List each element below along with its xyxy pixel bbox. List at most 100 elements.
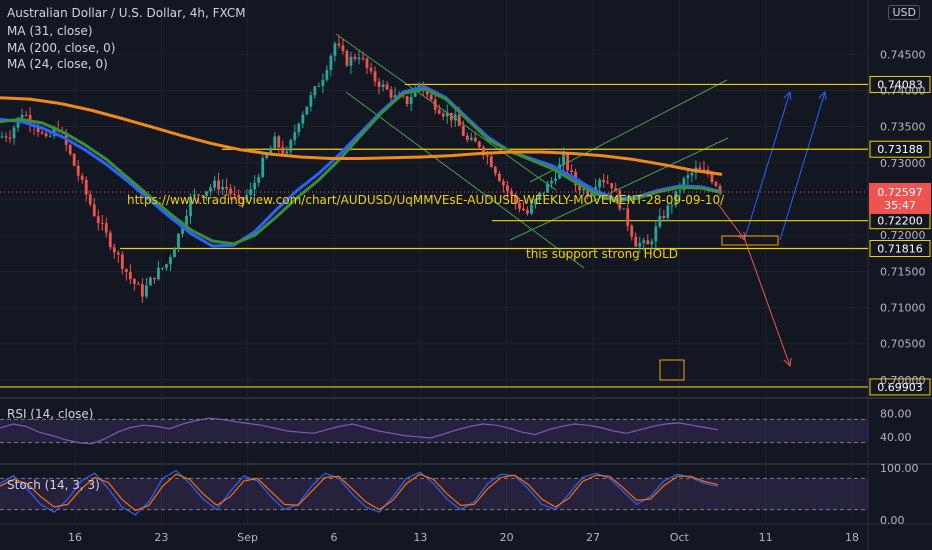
candle-body (401, 95, 405, 97)
candle-body (189, 196, 192, 217)
candle-body (136, 283, 140, 285)
ma-200-label[interactable]: MA (200, close, 0) (7, 41, 116, 55)
candle-body (36, 126, 40, 133)
osc-band-fill (0, 419, 868, 443)
candle-body (285, 151, 289, 154)
candle-body (289, 140, 293, 152)
time-axis[interactable]: 16 23 Sep 6 13 20 27 Oct 11 18 (68, 531, 859, 544)
candle-body (165, 264, 168, 268)
candle-body (477, 141, 481, 148)
stoch-pane[interactable]: 100.00 0.00 (0, 462, 919, 527)
osc-tick-label: 0.00 (880, 514, 905, 527)
channel-line-upper[interactable] (335, 33, 557, 191)
level-label-box (869, 378, 931, 396)
osc-line (0, 473, 719, 512)
level-label: 0.71816 (877, 242, 923, 255)
candle-body (714, 182, 718, 186)
candle-body (441, 113, 445, 117)
candle-body (433, 99, 437, 110)
candle-body (181, 227, 184, 234)
candle-body (654, 226, 658, 242)
candle-body (674, 190, 678, 206)
drawing-tools[interactable] (335, 33, 827, 381)
grid-lines (0, 0, 868, 524)
horizontal-levels[interactable]: 0.74083 0.73188 0.72200 0.71816 0.69903 (0, 75, 931, 396)
candle-body (678, 190, 682, 192)
candle-body (610, 183, 614, 189)
candle-body (445, 112, 449, 117)
candle-body (449, 112, 453, 121)
candle-body (120, 254, 124, 270)
candle-body (265, 153, 269, 158)
currency-badge[interactable]: USD (888, 5, 920, 20)
candle-body (40, 132, 44, 134)
candle-body (76, 165, 80, 176)
candle-body (261, 157, 265, 178)
rsi-pane[interactable]: 80.00 40.00 (0, 408, 912, 445)
candle-body (321, 79, 325, 87)
channel-up-upper[interactable] (529, 79, 728, 183)
candle-body (48, 135, 52, 137)
osc-tick-label: 100.00 (880, 462, 919, 475)
candle-body (481, 147, 485, 156)
osc-line (0, 469, 719, 516)
candle-body (88, 194, 92, 205)
candle-body (686, 175, 690, 179)
candle-body (469, 137, 473, 140)
candle-body (177, 233, 180, 249)
chart-title: Australian Dollar / U.S. Dollar, 4h, FXC… (7, 6, 246, 20)
target-box-low[interactable] (659, 359, 685, 381)
y-tick-label: 0.71000 (880, 302, 926, 315)
candle-body (20, 114, 24, 118)
candle-body (149, 277, 152, 286)
candle-body (329, 55, 333, 70)
candle-body (670, 205, 674, 207)
projection-arrow-dip[interactable] (717, 203, 746, 241)
moving-averages (0, 85, 723, 248)
candle-body (157, 268, 160, 280)
rsi-label[interactable]: RSI (14, close) (7, 407, 94, 421)
channel-line-lower[interactable] (345, 91, 585, 269)
candle-body (293, 132, 297, 141)
x-tick-label: 11 (759, 531, 773, 544)
candle-body (44, 133, 48, 137)
candle-body (185, 216, 188, 228)
projection-arrow-up-1[interactable] (744, 91, 791, 239)
candle-body (457, 114, 461, 126)
support-annotation[interactable]: this support strong HOLD (526, 247, 678, 261)
target-box-support[interactable] (721, 235, 779, 246)
ma-31-label[interactable]: MA (31, close) (7, 24, 93, 38)
url-annotation[interactable]: https://www.tradingview.com/chart/AUDUSD… (127, 193, 725, 207)
x-tick-label: 13 (413, 531, 427, 544)
candle-body (634, 236, 638, 247)
projection-arrow-up-2[interactable] (779, 91, 826, 241)
candle-body (626, 208, 630, 226)
candle-body (245, 194, 249, 200)
candle-body (128, 271, 132, 280)
candle-body (301, 114, 305, 124)
candle-body (710, 173, 714, 183)
candle-body (718, 185, 722, 192)
candle-body (253, 182, 257, 190)
candle-body (389, 89, 393, 98)
candle-body (425, 91, 429, 95)
candle-body (373, 71, 377, 82)
candle-body (361, 57, 365, 59)
candle-body (201, 195, 204, 197)
candle-body (461, 125, 465, 136)
candle-body (598, 179, 602, 188)
candle-body (606, 182, 610, 184)
candle-body (542, 192, 545, 194)
channel-up-lower[interactable] (509, 137, 729, 241)
candle-body (385, 84, 389, 90)
ma-24-label[interactable]: MA (24, close, 0) (7, 57, 108, 71)
level-label-box (869, 140, 931, 158)
candle-body (590, 191, 594, 196)
y-tick-label: 0.73000 (880, 157, 926, 170)
candle-body (381, 84, 385, 88)
projection-arrow-down[interactable] (744, 239, 791, 367)
stoch-label[interactable]: Stoch (14, 3, 3) (7, 478, 100, 492)
candle-body (337, 43, 341, 46)
